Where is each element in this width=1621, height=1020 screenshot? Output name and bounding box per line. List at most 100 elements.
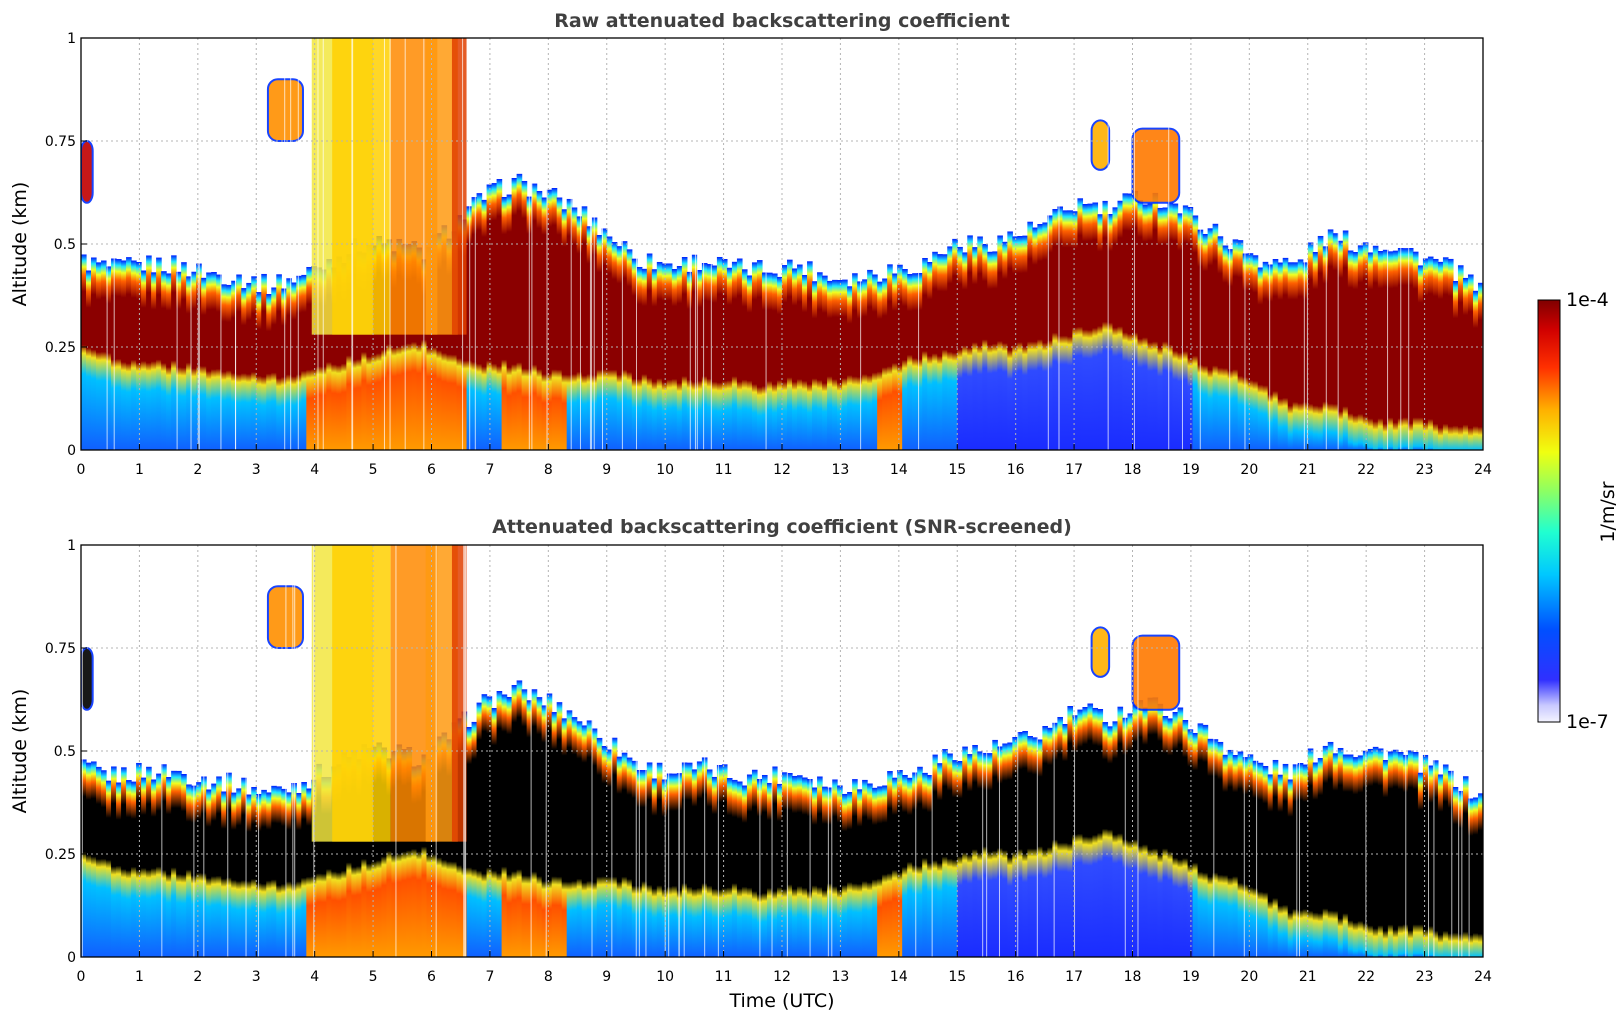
heatmap-column [721,545,728,957]
heatmap-column [211,38,217,450]
heatmap-column [746,545,753,957]
heatmap-column [626,545,633,957]
heatmap-column [711,38,718,450]
x-tick-label: 20 [1240,462,1258,478]
heatmap-column [1237,545,1244,957]
heatmap-column [181,545,187,957]
heatmap-column [211,545,217,957]
heatmap-column [1102,545,1109,957]
heatmap-column [797,38,803,450]
heatmap-column [241,545,247,957]
heatmap-column [1027,38,1033,450]
heatmap-column [1207,545,1214,957]
heatmap-column [281,545,287,957]
heatmap-column [256,545,262,957]
heatmap-column [897,38,903,450]
x-tick-label: 6 [427,462,436,478]
heatmap-column [611,545,618,957]
heatmap-column [696,38,703,450]
heatmap-column [166,38,172,450]
heatmap-column [1072,38,1079,450]
heatmap-column [161,38,167,450]
heatmap-column [917,545,923,957]
heatmap-column [1362,38,1369,450]
heatmap-column [1012,545,1018,957]
heatmap-column [551,38,558,450]
heatmap-column [221,545,227,957]
heatmap-column [822,38,828,450]
heatmap-column [1332,545,1339,957]
heatmap-column [566,545,573,957]
heatmap-column [151,545,157,957]
heatmap-column [977,38,983,450]
heatmap-column [957,545,963,957]
heatmap-column [1312,38,1319,450]
heatmap-column [872,38,878,450]
heatmap-column [236,545,242,957]
heatmap-column [1317,545,1324,957]
heatmap-column [221,38,227,450]
heatmap-column [661,545,668,957]
heatmap-column [1002,545,1008,957]
heatmap-column [902,545,908,957]
heatmap-column [246,545,252,957]
x-tick-label: 16 [1007,969,1025,985]
heatmap-column [181,38,187,450]
heatmap-column [1032,38,1038,450]
heatmap-column [902,38,908,450]
heatmap-column [1112,38,1119,450]
heatmap-column [1132,38,1139,450]
heatmap-column [787,545,793,957]
heatmap-column [1127,545,1134,957]
x-tick-label: 23 [1416,462,1434,478]
heatmap-column [792,38,798,450]
heatmap-column [1042,545,1048,957]
heatmap-column [756,38,763,450]
heatmap-column [797,545,803,957]
heatmap-column [301,545,307,957]
heatmap-column [601,38,608,450]
heatmap-column [136,545,142,957]
heatmap-column [121,38,127,450]
heatmap-column [1042,38,1048,450]
heatmap-column [216,38,222,450]
heatmap-column [646,38,653,450]
heatmap-column [1452,38,1459,450]
heatmap-column [912,38,918,450]
heatmap-column [186,38,192,450]
heatmap-column [1262,38,1269,450]
heatmap-column [206,545,212,957]
heatmap-column [1067,38,1074,450]
heatmap-column [1342,38,1349,450]
heatmap-column [541,38,548,450]
heatmap-column [1392,545,1399,957]
screened-panel-title: Attenuated backscattering coefficient (S… [492,516,1072,538]
heatmap-column [857,38,863,450]
heatmap-column [967,545,973,957]
heatmap-column [506,545,513,957]
heatmap-column [1217,38,1224,450]
y-tick-label: 0.25 [45,340,76,356]
heatmap-column [1227,545,1234,957]
x-tick-label: 21 [1299,969,1317,985]
screened-y-ticks: 0 0.25 0.5 0.75 1 [45,538,87,966]
heatmap-column [686,38,693,450]
heatmap-column [1452,545,1459,957]
heatmap-column [1417,545,1424,957]
heatmap-column [927,545,933,957]
x-tick-label: 16 [1007,462,1025,478]
heatmap-column [912,545,918,957]
heatmap-column [1407,545,1414,957]
heatmap-column [206,38,212,450]
x-tick-label: 4 [310,462,319,478]
heatmap-column [261,545,267,957]
cloud-column [451,545,467,842]
heatmap-column [1132,545,1139,957]
heatmap-column [116,545,122,957]
heatmap-column [716,545,723,957]
heatmap-column [1422,545,1429,957]
heatmap-column [201,38,207,450]
heatmap-column [1082,38,1089,450]
heatmap-column [1032,545,1038,957]
heatmap-column [651,545,658,957]
